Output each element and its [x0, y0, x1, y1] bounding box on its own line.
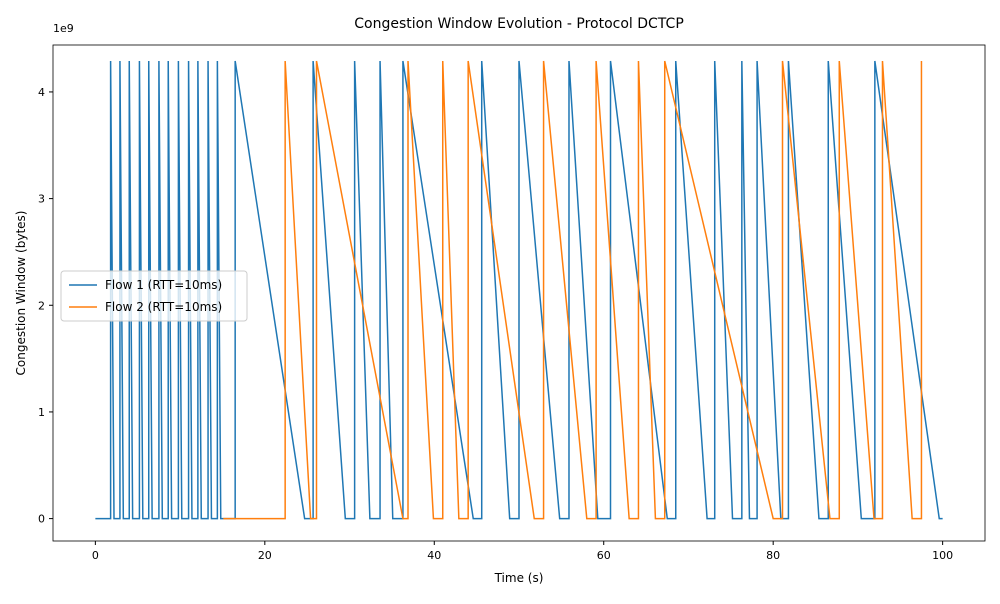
x-tick-label: 20	[258, 549, 272, 562]
y-tick-label: 0	[38, 513, 45, 526]
series-line	[223, 60, 923, 520]
chart-title: Congestion Window Evolution - Protocol D…	[354, 16, 684, 32]
series-line	[95, 60, 943, 520]
x-axis-label: Time (s)	[494, 571, 544, 585]
legend-label: Flow 1 (RTT=10ms)	[105, 278, 222, 292]
x-tick-label: 100	[932, 549, 953, 562]
y-tick-label: 1	[38, 406, 45, 419]
y-tick-label: 3	[38, 193, 45, 206]
y-tick-label: 2	[38, 299, 45, 312]
y-tick-label: 4	[38, 86, 45, 99]
x-tick-label: 80	[766, 549, 780, 562]
y-offset-label: 1e9	[53, 22, 74, 35]
plot-frame	[52, 44, 986, 542]
x-tick-label: 40	[427, 549, 441, 562]
legend-box	[60, 270, 248, 322]
x-tick-label: 60	[597, 549, 611, 562]
x-tick-label: 0	[92, 549, 99, 562]
legend-label: Flow 2 (RTT=10ms)	[105, 300, 222, 314]
y-axis-label: Congestion Window (bytes)	[14, 211, 28, 376]
